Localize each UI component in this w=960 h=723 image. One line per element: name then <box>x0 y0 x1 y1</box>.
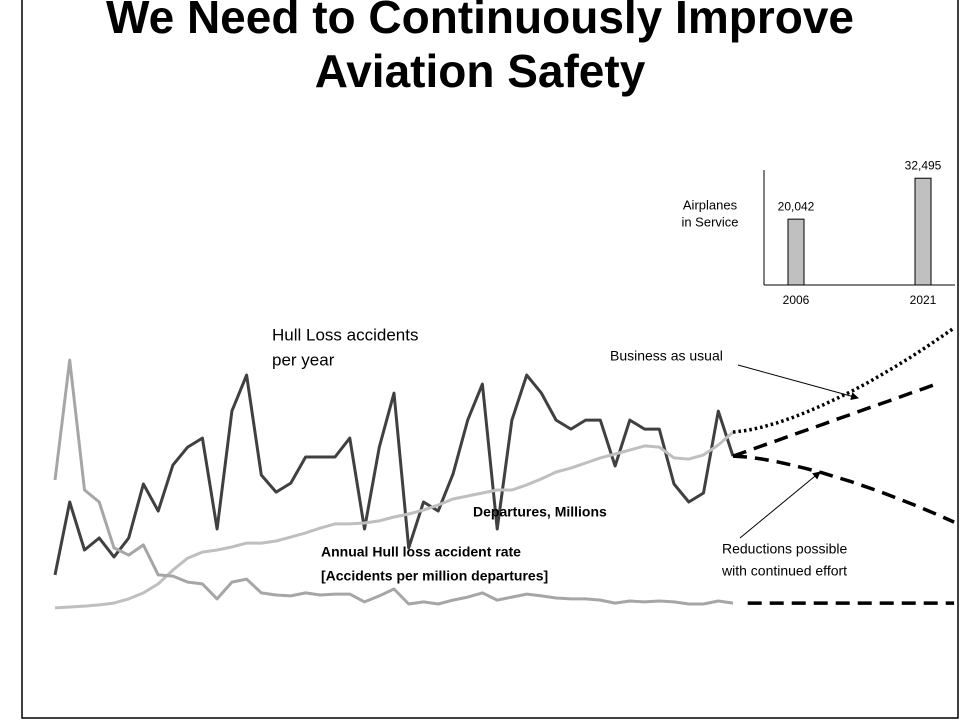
annotation: Reductions possible <box>722 541 848 557</box>
series-line <box>53 358 734 606</box>
series-line <box>53 373 735 576</box>
annotation: [Accidents per million departures] <box>321 568 548 584</box>
x-tick-label: 2021 <box>910 293 937 307</box>
slide-title: We Need to Continuously Improve Aviation… <box>106 0 854 97</box>
x-tick-label: 2006 <box>783 293 810 307</box>
annotation: Business as usual <box>610 348 723 364</box>
value-label: 20,042 <box>778 199 815 213</box>
arrow <box>739 471 821 539</box>
annotation: with continued effort <box>721 563 847 579</box>
bar <box>787 218 805 286</box>
series-line <box>732 381 940 458</box>
series-line <box>732 326 956 434</box>
annotation: Annual Hull loss accident rate <box>321 544 521 560</box>
annotation: Hull Loss accidents <box>272 325 418 344</box>
y-axis-label: Airplanes <box>683 197 738 212</box>
bar <box>914 177 932 286</box>
slide-frame <box>21 0 959 719</box>
annotation: per year <box>272 350 335 369</box>
value-label: 32,495 <box>905 158 942 172</box>
series-line <box>732 454 955 524</box>
arrow <box>737 364 859 401</box>
y-axis-label: in Service <box>681 214 738 229</box>
annotation: Departures, Millions <box>473 504 607 520</box>
